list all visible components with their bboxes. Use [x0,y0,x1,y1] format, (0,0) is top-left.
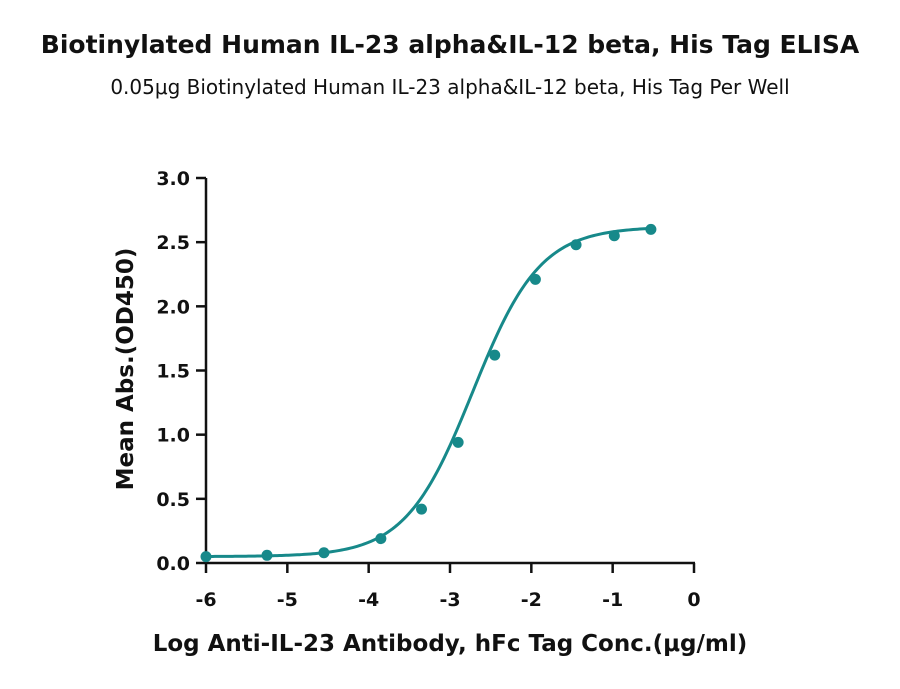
y-tick-label: 3.0 [156,168,190,190]
data-point [645,223,657,235]
x-tick-label: -3 [439,589,460,611]
x-tick-label: -5 [277,589,298,611]
x-axis-label: Log Anti-IL-23 Antibody, hFc Tag Conc.(μ… [153,631,748,657]
data-point [318,547,330,559]
fit-curve-layer [206,226,651,558]
data-point [570,239,582,251]
chart-subtitle: 0.05μg Biotinylated Human IL-23 alpha&IL… [110,75,790,99]
axes: 0.0 0.5 1.0 1.5 2.0 2.5 3.0 -6 -5 -4 -3 -2 -1 0 [156,168,700,611]
data-point [529,273,541,285]
x-tick-label: -1 [602,589,623,611]
y-tick-label: 1.0 [156,425,190,447]
y-axis-label: Mean Abs.(OD450) [113,248,139,491]
y-tick-label: 1.5 [156,361,190,383]
y-tick-label: 0.0 [156,553,190,575]
chart-title: Biotinylated Human IL-23 alpha&IL-12 bet… [40,30,860,59]
x-tick-label: -2 [521,589,542,611]
y-tick-label: 0.5 [156,489,190,511]
x-tick-label: -6 [195,589,216,611]
data-points [200,223,657,563]
data-point [608,230,620,242]
data-point [375,533,387,545]
y-tick-label: 2.5 [156,232,190,254]
x-tick-label: 0 [687,589,700,611]
data-point [200,551,212,563]
y-tick-label: 2.0 [156,296,190,318]
fit-curve-line [206,226,651,558]
data-point [416,503,428,515]
data-point [452,436,464,448]
x-tick-label: -4 [358,589,379,611]
data-point [261,549,273,561]
data-point [489,349,501,361]
